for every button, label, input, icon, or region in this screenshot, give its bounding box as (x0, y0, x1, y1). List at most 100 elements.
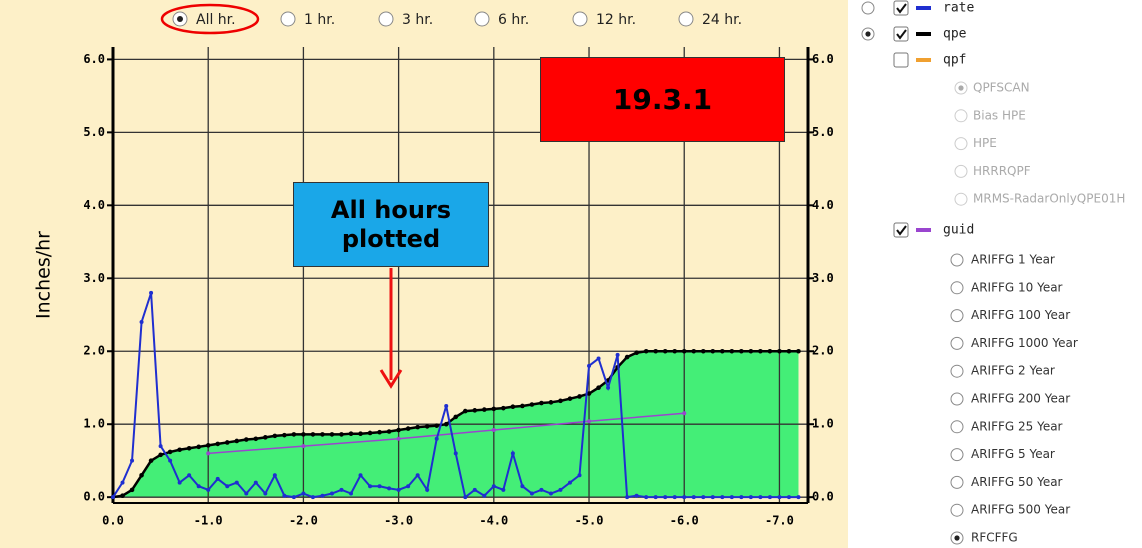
guidance-label[interactable]: ARIFFG 200 Year (971, 392, 1070, 406)
radio-label[interactable]: All hr. (196, 12, 236, 28)
rate-point (339, 487, 344, 492)
qpe-point (129, 487, 135, 493)
radio[interactable] (950, 281, 964, 295)
radio-label[interactable]: 24 hr. (702, 12, 742, 28)
rate-point (758, 495, 763, 500)
checkbox[interactable] (893, 222, 909, 238)
rate-point (387, 486, 392, 491)
radio[interactable] (950, 309, 964, 323)
qpe-point (205, 443, 211, 448)
guidance-label[interactable]: ARIFFG 10 Year (971, 280, 1063, 294)
radio[interactable] (954, 164, 968, 178)
rate-point (177, 480, 182, 485)
y2-tick-label: 4.0 (812, 198, 834, 212)
legend-label: guid (943, 223, 974, 238)
radio[interactable] (474, 11, 490, 27)
guidance-label[interactable]: ARIFFG 1 Year (971, 253, 1055, 267)
rate-point (111, 495, 115, 500)
rate-point (767, 495, 772, 500)
rate-point (729, 495, 734, 500)
guidance-label[interactable]: ARIFFG 2 Year (971, 364, 1055, 378)
radio-label[interactable]: 6 hr. (498, 12, 529, 28)
rate-point (377, 484, 382, 489)
guidance-label[interactable]: ARIFFG 100 Year (971, 308, 1070, 322)
guidance-label[interactable]: RFCFFG (971, 531, 1018, 545)
radio[interactable] (954, 137, 968, 151)
guid-point (301, 444, 306, 449)
radio[interactable] (950, 420, 964, 434)
rate-point (567, 480, 572, 485)
qpe-point (148, 458, 154, 463)
rate-point (587, 363, 592, 368)
rate-point (501, 487, 506, 492)
guid-point (396, 436, 401, 441)
rate-point (282, 493, 287, 498)
guidance-label[interactable]: ARIFFG 500 Year (971, 503, 1070, 517)
rate-point (272, 473, 277, 478)
rate-point (463, 495, 468, 500)
qpe-point (243, 437, 249, 442)
radio[interactable] (950, 503, 964, 517)
radio[interactable] (950, 253, 964, 267)
rate-point (368, 484, 373, 489)
guidance-label[interactable]: ARIFFG 5 Year (971, 447, 1055, 461)
qpe-point (415, 424, 420, 430)
radio[interactable] (678, 11, 694, 27)
guidance-label[interactable]: ARIFFG 1000 Year (971, 336, 1078, 350)
qpe-point (586, 391, 592, 396)
qpe-point (339, 432, 344, 437)
radio[interactable] (378, 11, 394, 27)
radio[interactable] (280, 11, 296, 27)
legend-swatch (916, 228, 931, 232)
qpe-point (320, 432, 325, 437)
rate-point (425, 487, 430, 492)
check-mark (896, 3, 907, 14)
radio-label[interactable]: 12 hr. (596, 12, 636, 28)
rate-point (329, 491, 334, 496)
checkbox[interactable] (893, 26, 909, 42)
qpe-point (139, 472, 144, 478)
radio-label[interactable]: 1 hr. (304, 12, 335, 28)
radio[interactable] (950, 475, 964, 489)
guid-point (206, 451, 211, 456)
radio[interactable] (861, 1, 875, 15)
checkbox[interactable] (893, 52, 909, 68)
rate-point (406, 484, 411, 489)
rate-point (482, 493, 487, 498)
radio-label[interactable]: 3 hr. (402, 12, 433, 28)
qpe-point (453, 414, 459, 420)
radio[interactable] (954, 192, 968, 206)
rate-point (244, 491, 249, 496)
radio[interactable] (950, 364, 964, 378)
rate-point (539, 487, 544, 492)
qpe-point (796, 348, 801, 354)
radio[interactable] (950, 448, 964, 462)
radio[interactable] (954, 109, 968, 123)
legend-label: qpe (943, 27, 967, 42)
check-mark (896, 225, 907, 236)
radio[interactable] (950, 392, 964, 406)
radio[interactable] (950, 336, 964, 350)
rate-point (234, 480, 239, 485)
qpe-point (577, 394, 582, 399)
qpe-point (710, 348, 716, 354)
guid-point (682, 411, 687, 416)
rate-point (606, 385, 611, 390)
legend-swatch (916, 6, 931, 10)
rate-point (625, 495, 630, 500)
radio[interactable] (572, 11, 588, 27)
guidance-label[interactable]: ARIFFG 25 Year (971, 419, 1063, 433)
qpe-point (386, 429, 392, 434)
y2-tick-label: 5.0 (812, 125, 834, 139)
qpe-point (263, 435, 268, 440)
qpe-point (434, 423, 439, 428)
qpe-point (643, 348, 649, 354)
source-label: MRMS-RadarOnlyQPE01H (973, 192, 1125, 206)
qpe-point (472, 408, 478, 413)
guidance-label[interactable]: ARIFFG 50 Year (971, 475, 1063, 489)
rate-point (291, 495, 296, 500)
y-tick-label: 0.0 (83, 490, 105, 504)
checkbox[interactable] (893, 0, 909, 16)
qpe-point (253, 436, 259, 442)
qpe-point (767, 348, 773, 354)
